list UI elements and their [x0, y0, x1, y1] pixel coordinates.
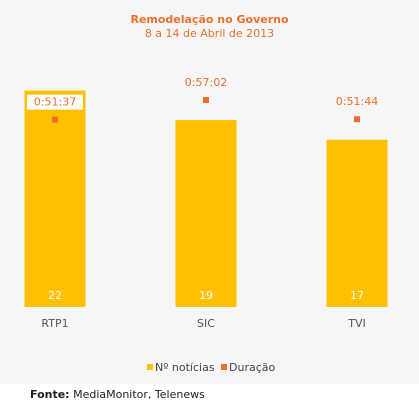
legend-item-duracao-swatch [221, 364, 227, 370]
duration-point-rtp1 [52, 116, 58, 123]
source-text: MediaMonitor, Telenews [73, 388, 205, 401]
chart-panel: Remodelação no Governo 8 a 14 de Abril d… [24, 13, 388, 374]
bar-value-label: 19 [199, 289, 213, 302]
bar-value-label: 22 [48, 289, 62, 302]
chart-svg: Remodelação no Governo 8 a 14 de Abril d… [24, 13, 388, 374]
duration-label-background [27, 94, 83, 110]
duration-value-label: 0:51:44 [336, 95, 378, 108]
bar-sic [175, 120, 237, 307]
legend: Nº notícias Duração [147, 361, 275, 374]
category-label-rtp1: RTP1 [41, 317, 68, 330]
source-note: Fonte: MediaMonitor, Telenews [30, 388, 205, 401]
chart-subtitle: 8 a 14 de Abril de 2013 [145, 27, 274, 40]
legend-item-noticias-label: Nº notícias [155, 361, 215, 374]
legend-item-duracao-label: Duração [229, 361, 275, 374]
duration-point-tvi [354, 116, 360, 123]
plot-area: 22 0:51:37 RTP1 19 0:57:02 SIC 17 0:51:44 TVI [24, 76, 388, 330]
legend-item-noticias-swatch [147, 364, 153, 370]
duration-value-label: 0:57:02 [185, 76, 227, 89]
duration-value-label: 0:51:37 [34, 96, 76, 109]
category-label-tvi: TVI [347, 317, 366, 330]
bar-rtp1 [24, 90, 86, 307]
bar-value-label: 17 [350, 289, 364, 302]
chart-title: Remodelação no Governo [130, 13, 288, 26]
source-label: Fonte: [30, 388, 70, 401]
duration-point-sic [203, 96, 209, 103]
bar-tvi [326, 139, 388, 307]
category-label-sic: SIC [197, 317, 215, 330]
